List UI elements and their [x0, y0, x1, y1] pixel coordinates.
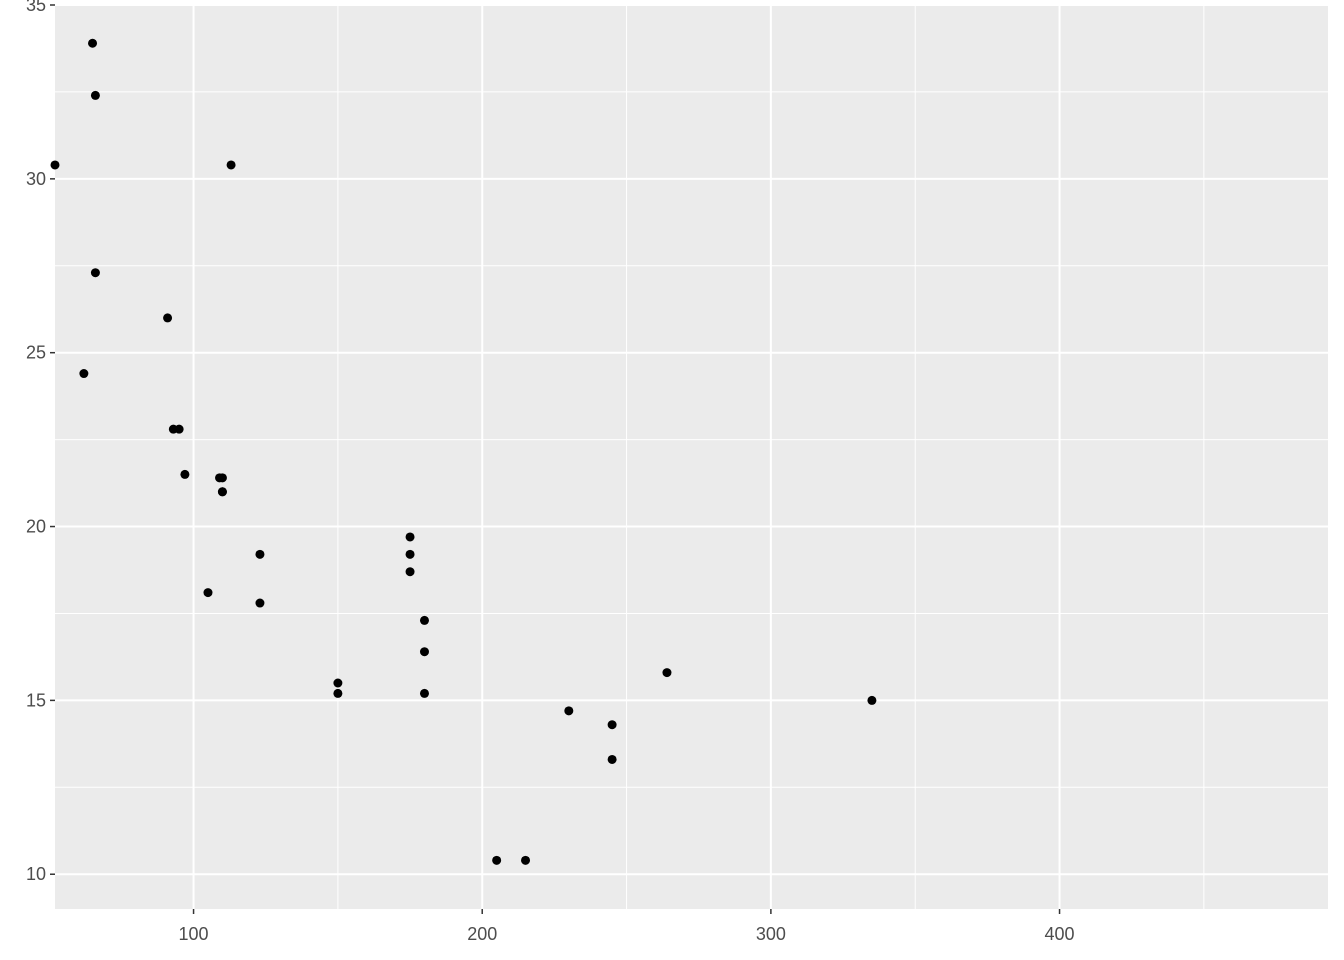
data-point: [492, 855, 502, 865]
data-point: [88, 38, 98, 48]
y-tick-label: 35: [26, 0, 46, 15]
data-point: [255, 598, 265, 608]
x-tick-label: 200: [467, 924, 497, 944]
data-point: [419, 688, 429, 698]
x-tick-label: 300: [756, 924, 786, 944]
data-point: [163, 313, 173, 323]
x-tick-label: 100: [179, 924, 209, 944]
y-tick-label: 25: [26, 343, 46, 363]
data-point: [419, 615, 429, 625]
data-point: [255, 549, 265, 559]
x-tick-label: 400: [1045, 924, 1075, 944]
data-point: [174, 424, 184, 434]
data-point: [79, 369, 89, 379]
data-point: [564, 706, 574, 716]
plot-panel: [55, 5, 1328, 909]
y-tick-label: 20: [26, 517, 46, 537]
data-point: [662, 668, 672, 678]
y-axis: 10 15 20 25 30 35: [26, 0, 55, 884]
major-gridlines: [55, 4, 1328, 909]
data-point: [50, 160, 60, 170]
data-point: [419, 647, 429, 657]
data-point: [90, 90, 100, 100]
data-point: [405, 532, 415, 542]
data-point: [333, 688, 343, 698]
data-points: [50, 38, 877, 865]
x-axis: 100 200 300 400: [179, 909, 1075, 944]
data-point: [333, 678, 343, 688]
data-point: [607, 720, 617, 730]
data-point: [215, 473, 225, 483]
data-point: [217, 487, 227, 497]
data-point: [405, 567, 415, 577]
minor-gridlines: [55, 5, 1328, 909]
y-tick-label: 10: [26, 864, 46, 884]
data-point: [405, 549, 415, 559]
y-tick-label: 15: [26, 690, 46, 710]
data-point: [226, 160, 236, 170]
data-point: [607, 754, 617, 764]
data-point: [521, 855, 531, 865]
data-point: [203, 588, 213, 598]
data-point: [90, 268, 100, 278]
data-point: [867, 695, 877, 705]
y-tick-label: 30: [26, 169, 46, 189]
data-point: [180, 469, 190, 479]
